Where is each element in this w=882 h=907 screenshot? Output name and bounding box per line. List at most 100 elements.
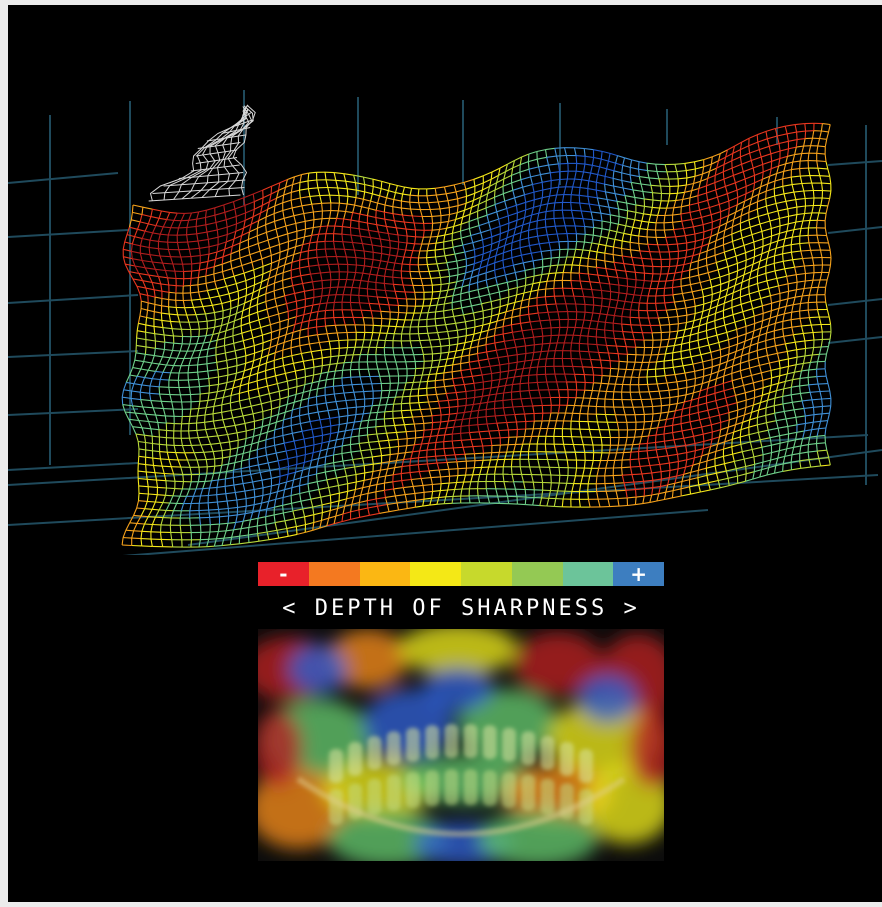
mesh-wire [229, 308, 232, 317]
mesh-wire [282, 277, 292, 281]
mesh-wire [447, 329, 458, 333]
mesh-wire [188, 430, 190, 439]
mesh-wire [136, 337, 146, 341]
mesh-wire [209, 297, 213, 306]
mesh-wire [189, 415, 198, 417]
mesh-wire [315, 473, 318, 482]
mesh-wire [188, 212, 193, 221]
mesh-wire [591, 242, 599, 245]
mesh-wire [457, 265, 467, 269]
mesh-wire [214, 464, 222, 467]
mesh-wire [178, 365, 182, 374]
mesh-wire [316, 179, 319, 188]
mesh-wire [248, 533, 258, 536]
mesh-wire [635, 488, 645, 491]
mesh-wire [325, 179, 336, 181]
mesh-wire [148, 486, 158, 488]
mesh-wire [265, 355, 269, 364]
mesh-wire [277, 406, 281, 415]
mesh-wire [587, 188, 597, 191]
mesh-wire [164, 415, 167, 424]
mesh-wire [449, 475, 458, 477]
mesh-wire [690, 354, 702, 358]
mesh-wire [173, 358, 178, 366]
mesh-wire [311, 427, 322, 430]
mesh-wire [783, 191, 794, 195]
mesh-wire [222, 315, 230, 319]
mesh-wire [589, 203, 600, 207]
mesh-wire [364, 397, 374, 400]
mesh-wire [776, 275, 787, 279]
mesh-wire [147, 309, 155, 313]
mesh-wire [277, 182, 281, 191]
mesh-wire [190, 408, 199, 410]
mesh-wire [483, 380, 492, 383]
mesh-wire [139, 214, 143, 223]
mesh-wire [786, 304, 794, 307]
mesh-wire [169, 321, 173, 329]
mesh-wire [232, 417, 236, 426]
mesh-wire [375, 489, 385, 493]
mesh-wire [206, 229, 218, 233]
mesh-wire [328, 487, 331, 496]
mesh-wire [514, 413, 525, 416]
mesh-wire [347, 481, 357, 485]
mesh-wire [746, 471, 755, 475]
mesh-wire [767, 352, 778, 357]
mesh-wire [720, 288, 729, 293]
mesh-wire [132, 360, 136, 368]
mesh-wire [245, 208, 255, 214]
mesh-wire [461, 234, 471, 239]
mesh-wire [683, 262, 692, 266]
mesh-wire [336, 217, 344, 220]
mesh-wire [241, 526, 249, 530]
mesh-wire [252, 284, 256, 293]
mesh-wire [287, 323, 296, 328]
mesh-wire [672, 285, 682, 289]
mesh-wire [445, 295, 454, 298]
mesh-wire [737, 406, 747, 411]
mesh-wire [609, 375, 618, 378]
mesh-wire [140, 368, 149, 371]
mesh-wire [689, 411, 699, 416]
mesh-wire [221, 457, 224, 466]
mesh-wire [508, 369, 517, 372]
mesh-wire [157, 494, 166, 496]
mesh-wire [440, 220, 449, 224]
mesh-wire [213, 466, 216, 474]
mesh-wire [583, 296, 594, 298]
mesh-wire [695, 303, 704, 307]
mesh-wire [441, 413, 450, 416]
mesh-wire [533, 204, 541, 208]
mesh-wire [166, 452, 170, 460]
mesh-wire [532, 181, 543, 186]
mesh-wire [642, 405, 653, 408]
mesh-wire [137, 493, 140, 501]
mesh-wire [325, 393, 335, 396]
mesh-wire [672, 358, 682, 361]
mesh-wire [138, 440, 146, 444]
mesh-wire [646, 236, 657, 238]
mesh-wire [502, 324, 512, 328]
mesh-wire [474, 253, 484, 258]
mesh-wire [247, 231, 250, 240]
mesh-wire [320, 497, 323, 505]
mesh-wire [247, 527, 250, 536]
mesh-wire [441, 282, 450, 286]
mesh-wire [334, 468, 345, 471]
mesh-wire [576, 170, 584, 173]
mesh-wire [411, 477, 422, 481]
mesh-wire [530, 366, 538, 369]
mesh-wire [759, 257, 768, 262]
mesh-wire [287, 458, 290, 467]
mesh-wire [707, 385, 716, 390]
mesh-wire [692, 361, 703, 365]
mesh-wire [776, 388, 784, 392]
mesh-wire [308, 334, 318, 337]
mesh-wire [473, 331, 482, 335]
mesh-wire [276, 419, 284, 423]
mesh-wire [549, 241, 559, 244]
mesh-wire [312, 527, 320, 531]
mesh-wire [384, 204, 393, 208]
mesh-wire [205, 268, 208, 277]
